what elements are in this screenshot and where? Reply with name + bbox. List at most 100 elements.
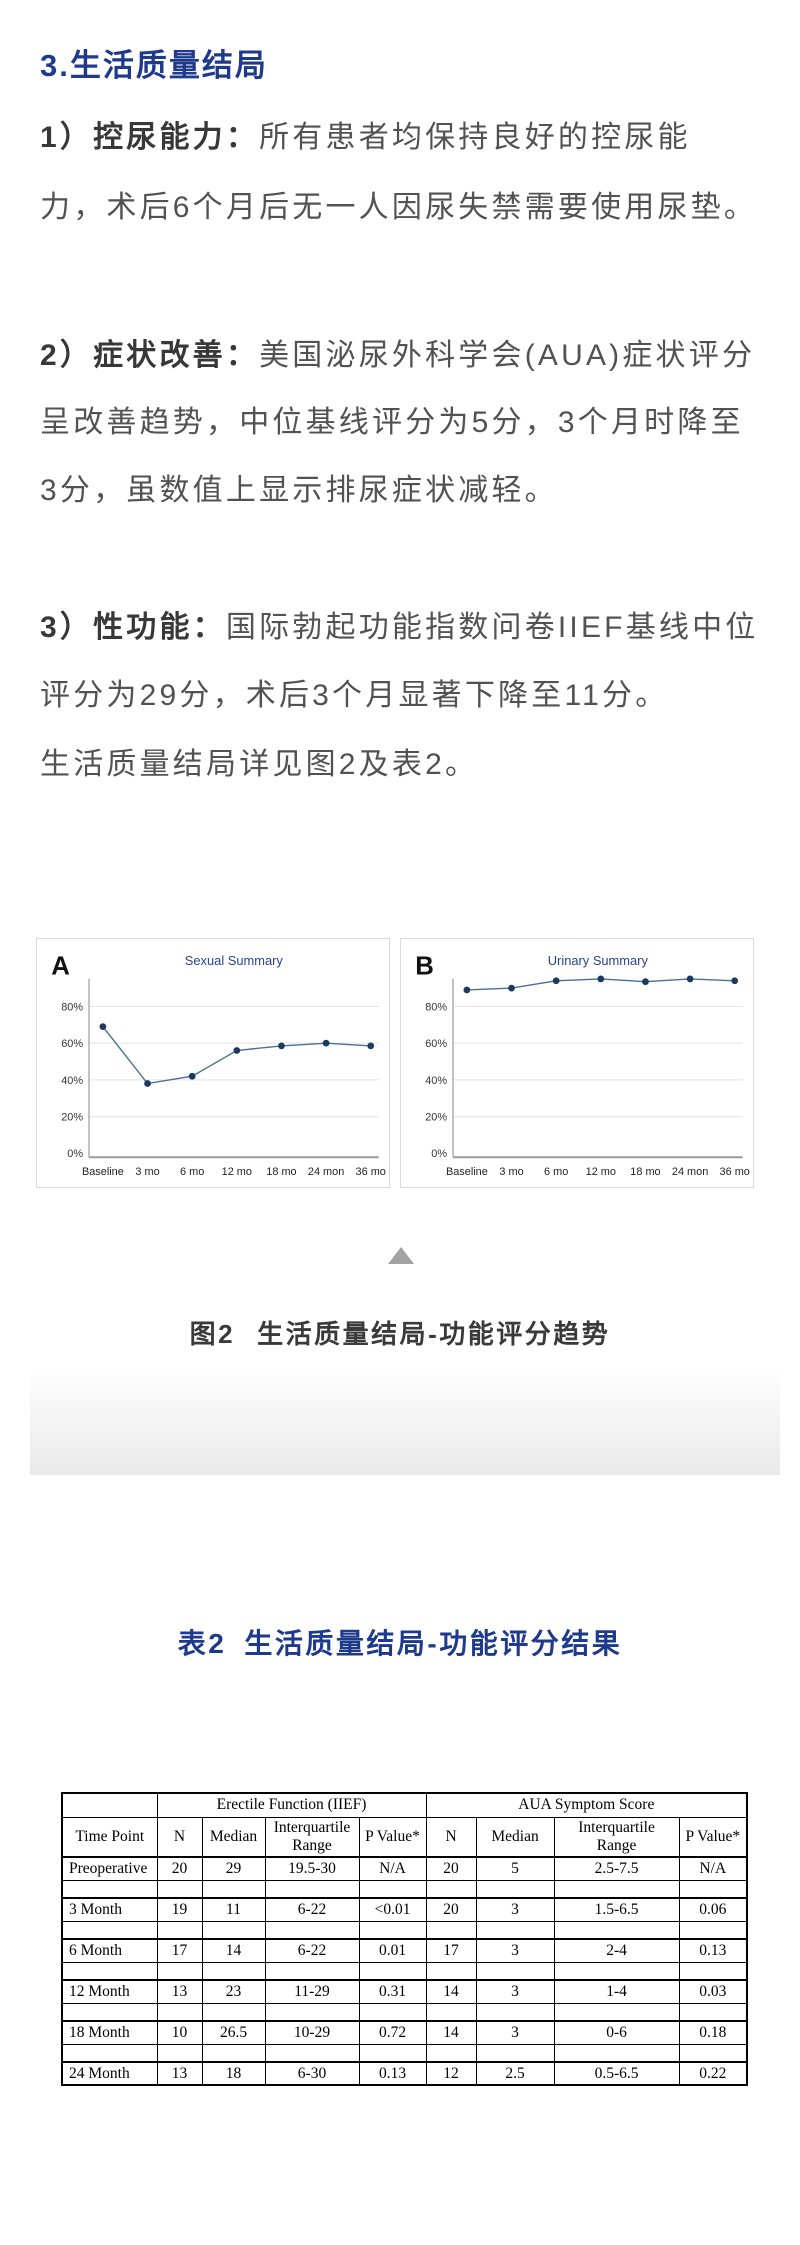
table-cell: 0.06 (678, 1897, 748, 1922)
line-chart-A: A Sexual Summary 0% 20% 40% 60% 80% Baseline 3 m… (51, 953, 386, 1178)
table-spacer-row (61, 2002, 748, 2022)
chart-panel-sexual-summary: A Sexual Summary 0% 20% 40% 60% 80% Baseline 3 m… (36, 938, 390, 1188)
table-cell: 0.13 (358, 2061, 427, 2086)
table-spacer-cell (264, 1961, 360, 1981)
table-spacer-cell (553, 2002, 680, 2022)
table-spacer-cell (61, 1879, 158, 1899)
gradient-divider-band (30, 1371, 780, 1475)
table-column-header-row: Time Point N Median Interquartile Range P Va… (61, 1816, 748, 1858)
table-cell: 1-4 (553, 1979, 680, 2004)
x-tick-label: 36 mo (356, 1166, 386, 1178)
table-group-header-row: Erectile Function (IIEF) AUA Symptom Sco… (61, 1792, 748, 1818)
table-cell: 14 (201, 1938, 266, 1963)
table-row: 3 Month 19 11 6-22 <0.01 20 3 1.5-6.5 0.06 (61, 1897, 748, 1922)
table-cell: 0.5-6.5 (553, 2061, 680, 2086)
y-tick-label: 20% (425, 1112, 447, 1124)
table-cell: 17 (156, 1938, 203, 1963)
x-tick-label: 18 mo (630, 1166, 660, 1178)
data-point (552, 977, 560, 985)
table-cell: 26.5 (201, 2020, 266, 2045)
table-cell: 11-29 (264, 1979, 360, 2004)
x-tick-label: 6 mo (544, 1166, 568, 1178)
paragraph-3-line-1: 3）性功能：国际勃起功能指数问卷IIEF基线中位 (40, 602, 770, 646)
table-row: 12 Month 13 23 11-29 0.31 14 3 1-4 0.03 (61, 1979, 748, 2004)
data-point (508, 984, 515, 992)
y-tick-label: 80% (425, 1001, 447, 1013)
results-table: Erectile Function (IIEF) AUA Symptom Sco… (61, 1792, 749, 2086)
table-cell: 24 Month (61, 2061, 158, 2086)
column-header-7: Interquartile Range (553, 1816, 680, 1858)
table-spacer-cell (358, 1920, 427, 1940)
x-tick-label: 24 mon (672, 1166, 708, 1178)
table-cell: 0.22 (678, 2061, 748, 2086)
table-cell: 3 (475, 1979, 555, 2004)
table-spacer-cell (678, 2002, 748, 2022)
data-point (233, 1047, 241, 1054)
table-spacer-cell (425, 1920, 477, 1940)
table-spacer-cell (264, 2043, 360, 2063)
table-cell: 1.5-6.5 (553, 1897, 680, 1922)
table-spacer-cell (264, 1920, 360, 1940)
table-title-text: 生活质量结局-功能评分结果 (244, 1628, 623, 1659)
table-spacer-row (61, 1961, 748, 1981)
column-header-5: N (425, 1816, 477, 1858)
table-spacer-cell (425, 1961, 477, 1981)
table-spacer-cell (201, 2043, 266, 2063)
table-row: Preoperative 20 29 19.5-30 N/A 20 5 2.5-7.5 N/A (61, 1856, 748, 1881)
data-point (99, 1023, 107, 1031)
y-tick-label: 40% (61, 1075, 83, 1087)
group-header-iief: Erectile Function (IIEF) (156, 1792, 427, 1818)
table-cell: 19.5-30 (264, 1856, 360, 1881)
data-point (278, 1042, 285, 1050)
paragraph-4: 生活质量结局详见图2及表2。 (40, 748, 479, 781)
column-header-2: Median (201, 1816, 266, 1858)
chart-panel-urinary-summary: B Urinary Summary 0% 20% 40% 60% 80% Baseline 3 … (400, 938, 754, 1188)
column-header-4: P Value* (358, 1816, 427, 1858)
table-cell: 6-22 (264, 1897, 360, 1922)
table-spacer-cell (201, 1961, 266, 1981)
paragraph-2-text: 美国泌尿外科学会(AUA)症状评分 (259, 339, 756, 372)
table-spacer-cell (475, 1920, 555, 1940)
data-point (144, 1080, 151, 1087)
x-tick-label: 3 mo (499, 1166, 523, 1178)
figure-caption-text: 生活质量结局-功能评分趋势 (257, 1319, 611, 1349)
column-header-6: Median (475, 1816, 555, 1858)
y-tick-label: 20% (61, 1112, 83, 1124)
paragraph-3-lead: 3）性功能： (40, 611, 226, 644)
table-cell: 6-22 (264, 1938, 360, 1963)
paragraph-1-lead: 1）控尿能力： (40, 121, 260, 154)
table-spacer-cell (201, 1879, 266, 1899)
x-tick-label: 3 mo (135, 1166, 159, 1178)
table-cell: 10 (156, 2020, 203, 2045)
table-spacer-cell (425, 1879, 477, 1899)
table-spacer-cell (156, 2043, 203, 2063)
column-header-3: Interquartile Range (264, 1816, 360, 1858)
x-tick-label: 18 mo (266, 1166, 296, 1178)
data-point (686, 975, 694, 983)
table-cell: 11 (201, 1897, 266, 1922)
table-cell: 2.5-7.5 (553, 1856, 680, 1881)
table-spacer-cell (61, 1961, 158, 1981)
table-cell: 20 (425, 1897, 477, 1922)
data-line (102, 1026, 371, 1085)
table-spacer-cell (358, 2043, 427, 2063)
paragraph-1-text: 所有患者均保持良好的控尿能 (259, 121, 691, 154)
figure-caption: 图2 生活质量结局-功能评分趋势 (0, 1314, 800, 1351)
column-header-1: N (156, 1816, 203, 1858)
table-cell: 2.5 (475, 2061, 555, 2086)
table-spacer-cell (678, 1920, 748, 1940)
x-tick-label: 24 mon (308, 1166, 344, 1178)
table-row: 18 Month 10 26.5 10-29 0.72 14 3 0-6 0.18 (61, 2020, 748, 2045)
table-title: 表2 生活质量结局-功能评分结果 (0, 1622, 800, 1662)
table-cell: 19 (156, 1897, 203, 1922)
table-spacer-cell (553, 1920, 680, 1940)
table-cell: 0-6 (553, 2020, 680, 2045)
table-spacer-cell (475, 1879, 555, 1899)
data-point (322, 1039, 330, 1047)
table-cell: 12 (425, 2061, 477, 2086)
table-cell: Preoperative (61, 1856, 158, 1881)
table-spacer-row (61, 2043, 748, 2063)
triangle-up-icon (388, 1247, 414, 1264)
table-spacer-cell (156, 2002, 203, 2022)
